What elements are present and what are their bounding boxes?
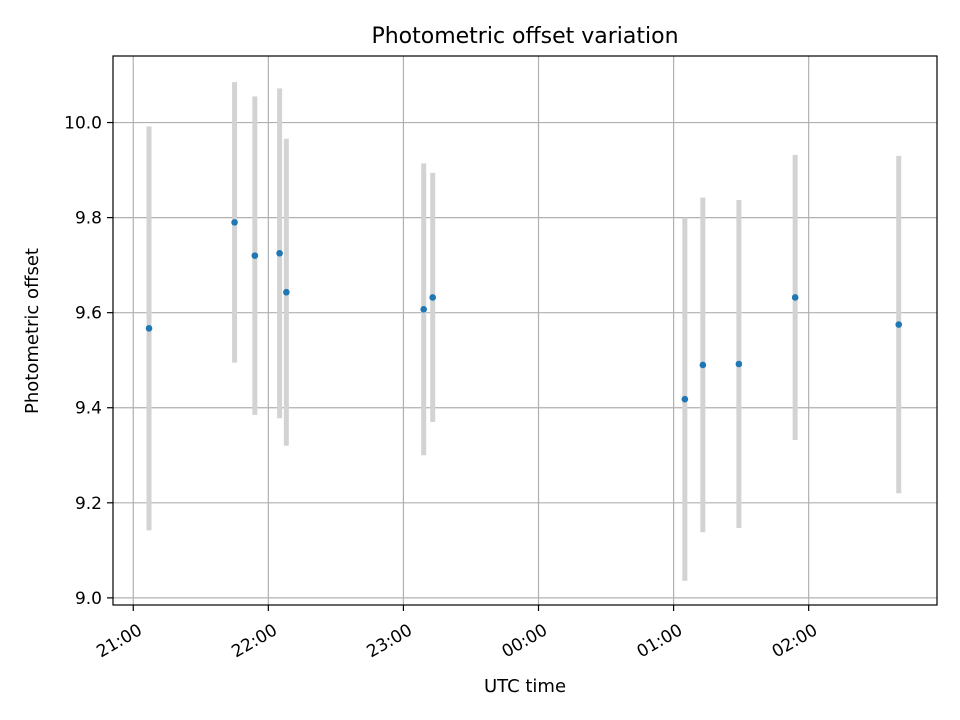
x-tick-label: 01:00: [634, 620, 686, 662]
x-tick-label: 21:00: [93, 620, 145, 662]
x-tick-label: 23:00: [363, 620, 415, 662]
data-point: [420, 306, 427, 313]
data-point: [735, 360, 743, 368]
chart-title: Photometric offset variation: [371, 24, 678, 49]
data-point: [231, 219, 238, 226]
data-point: [429, 294, 436, 301]
data-point: [145, 325, 153, 332]
x-tick-label: 22:00: [228, 620, 280, 662]
plot-area-frame: [112, 55, 938, 606]
y-tick-label: 9.2: [75, 494, 102, 514]
data-point: [276, 249, 283, 257]
x-tick-label: 00:00: [499, 620, 551, 662]
x-axis-label: UTC time: [484, 676, 566, 697]
y-tick-label: 9.4: [75, 399, 102, 419]
data-point: [791, 294, 799, 301]
grid: [113, 56, 937, 605]
x-tick-label: 02:00: [769, 620, 821, 662]
x-axis: 21:00 22:00 23:00 00:00 01:00 02:00: [93, 605, 821, 662]
data-point: [699, 361, 707, 369]
y-tick-label: 9.8: [75, 209, 102, 229]
data-point: [283, 288, 290, 296]
data-point: [681, 395, 689, 403]
y-tick-label: 9.6: [75, 304, 102, 324]
data-point: [895, 321, 903, 328]
error-bars: [146, 82, 902, 581]
y-tick-label: 10.0: [64, 114, 102, 134]
y-axis: 9.0 9.2 9.4 9.6 9.8 10.0: [64, 114, 113, 609]
data-points: [145, 219, 903, 403]
y-tick-label: 9.0: [75, 589, 102, 609]
y-axis-label: Photometric offset: [22, 248, 43, 414]
data-point: [251, 252, 259, 259]
